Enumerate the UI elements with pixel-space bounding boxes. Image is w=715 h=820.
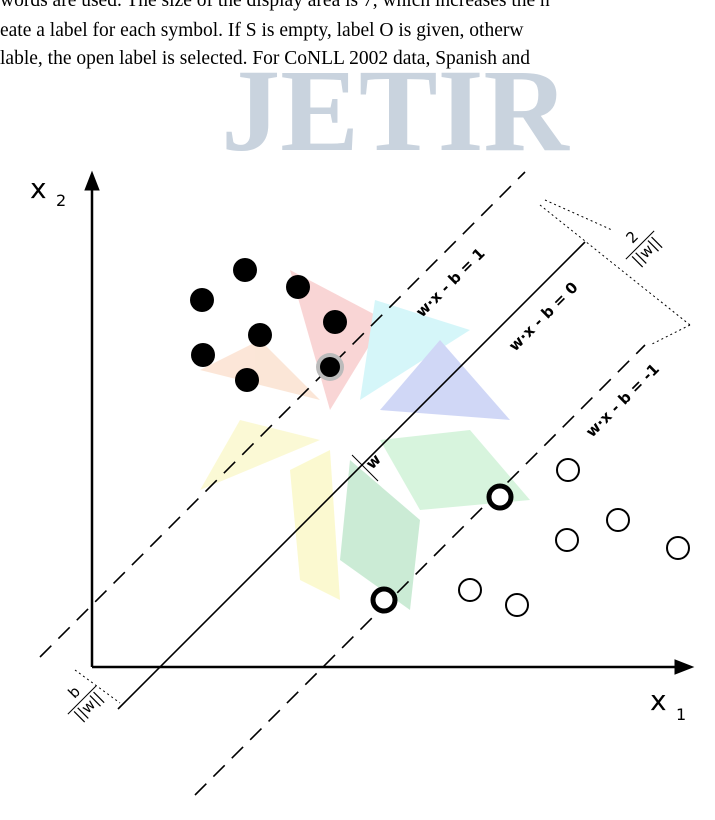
hyperplanes bbox=[40, 172, 645, 795]
line-label: w·x - b = 0 bbox=[505, 278, 581, 354]
line-label: w·x - b = 1 bbox=[412, 244, 488, 320]
page: words are used. The size of the display … bbox=[0, 0, 715, 820]
offset-label: b ||w|| bbox=[54, 672, 109, 727]
margin-label: 2 ||w|| bbox=[612, 217, 667, 272]
svm-figure: JETIR x 2 x 1 bbox=[0, 0, 715, 820]
watermark: JETIR bbox=[221, 45, 570, 176]
watermark-flower bbox=[200, 270, 530, 610]
axis-label: x bbox=[30, 172, 47, 205]
axis-label-subscript: 1 bbox=[676, 705, 686, 724]
offset-numerator: b bbox=[64, 682, 83, 701]
normal-label: w bbox=[362, 450, 385, 473]
line-label: w·x - b = -1 bbox=[582, 360, 663, 441]
margin-brackets bbox=[75, 200, 690, 703]
axis-label: x bbox=[650, 684, 667, 717]
axis-label-subscript: 2 bbox=[56, 191, 66, 210]
margin-numerator: 2 bbox=[622, 227, 641, 246]
